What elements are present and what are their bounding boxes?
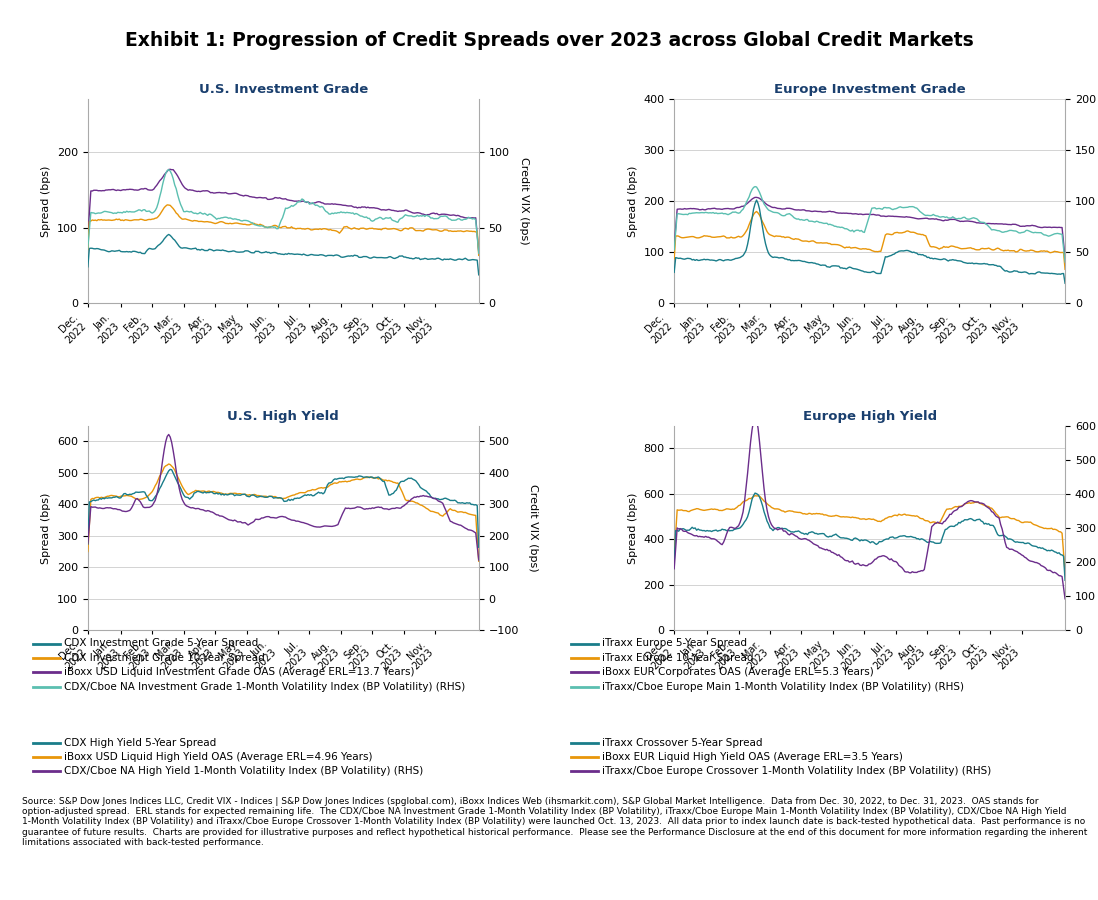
Text: CDX/Cboe NA High Yield 1-Month Volatility Index (BP Volatility) (RHS): CDX/Cboe NA High Yield 1-Month Volatilit… (64, 766, 423, 777)
Title: U.S. High Yield: U.S. High Yield (227, 410, 339, 423)
Y-axis label: Spread (bps): Spread (bps) (628, 166, 638, 237)
Text: iTraxx Europe 10-Year Spread: iTraxx Europe 10-Year Spread (602, 652, 753, 663)
Text: iTraxx Europe 5-Year Spread: iTraxx Europe 5-Year Spread (602, 638, 747, 649)
Text: iBoxx EUR Liquid High Yield OAS (Average ERL=3.5 Years): iBoxx EUR Liquid High Yield OAS (Average… (602, 752, 903, 762)
Title: Europe High Yield: Europe High Yield (803, 410, 937, 423)
Title: U.S. Investment Grade: U.S. Investment Grade (199, 84, 368, 96)
Text: CDX Investment Grade 10-Year Spread: CDX Investment Grade 10-Year Spread (64, 652, 265, 663)
Text: iBoxx USD Liquid Investment Grade OAS (Average ERL=13.7 Years): iBoxx USD Liquid Investment Grade OAS (A… (64, 667, 414, 678)
Text: Source: S&P Dow Jones Indices LLC, Credit VIX - Indices | S&P Dow Jones Indices : Source: S&P Dow Jones Indices LLC, Credi… (22, 796, 1087, 847)
Y-axis label: Credit VIX (bps): Credit VIX (bps) (528, 484, 538, 572)
Text: iBoxx USD Liquid High Yield OAS (Average ERL=4.96 Years): iBoxx USD Liquid High Yield OAS (Average… (64, 752, 372, 762)
Text: iTraxx/Cboe Europe Crossover 1-Month Volatility Index (BP Volatility) (RHS): iTraxx/Cboe Europe Crossover 1-Month Vol… (602, 766, 991, 777)
Y-axis label: Spread (bps): Spread (bps) (42, 166, 52, 237)
Y-axis label: Credit VIX (bps): Credit VIX (bps) (519, 158, 529, 245)
Text: CDX High Yield 5-Year Spread: CDX High Yield 5-Year Spread (64, 737, 216, 748)
Title: Europe Investment Grade: Europe Investment Grade (774, 84, 965, 96)
Text: iBoxx EUR Corporates OAS (Average ERL=5.3 Years): iBoxx EUR Corporates OAS (Average ERL=5.… (602, 667, 873, 678)
Text: CDX/Cboe NA Investment Grade 1-Month Volatility Index (BP Volatility) (RHS): CDX/Cboe NA Investment Grade 1-Month Vol… (64, 681, 464, 692)
Text: CDX Investment Grade 5-Year Spread: CDX Investment Grade 5-Year Spread (64, 638, 258, 649)
Y-axis label: Spread (bps): Spread (bps) (628, 492, 638, 563)
Text: iTraxx Crossover 5-Year Spread: iTraxx Crossover 5-Year Spread (602, 737, 762, 748)
Y-axis label: Spread (bps): Spread (bps) (42, 492, 52, 563)
Text: iTraxx/Cboe Europe Main 1-Month Volatility Index (BP Volatility) (RHS): iTraxx/Cboe Europe Main 1-Month Volatili… (602, 681, 964, 692)
Text: Exhibit 1: Progression of Credit Spreads over 2023 across Global Credit Markets: Exhibit 1: Progression of Credit Spreads… (125, 32, 973, 50)
